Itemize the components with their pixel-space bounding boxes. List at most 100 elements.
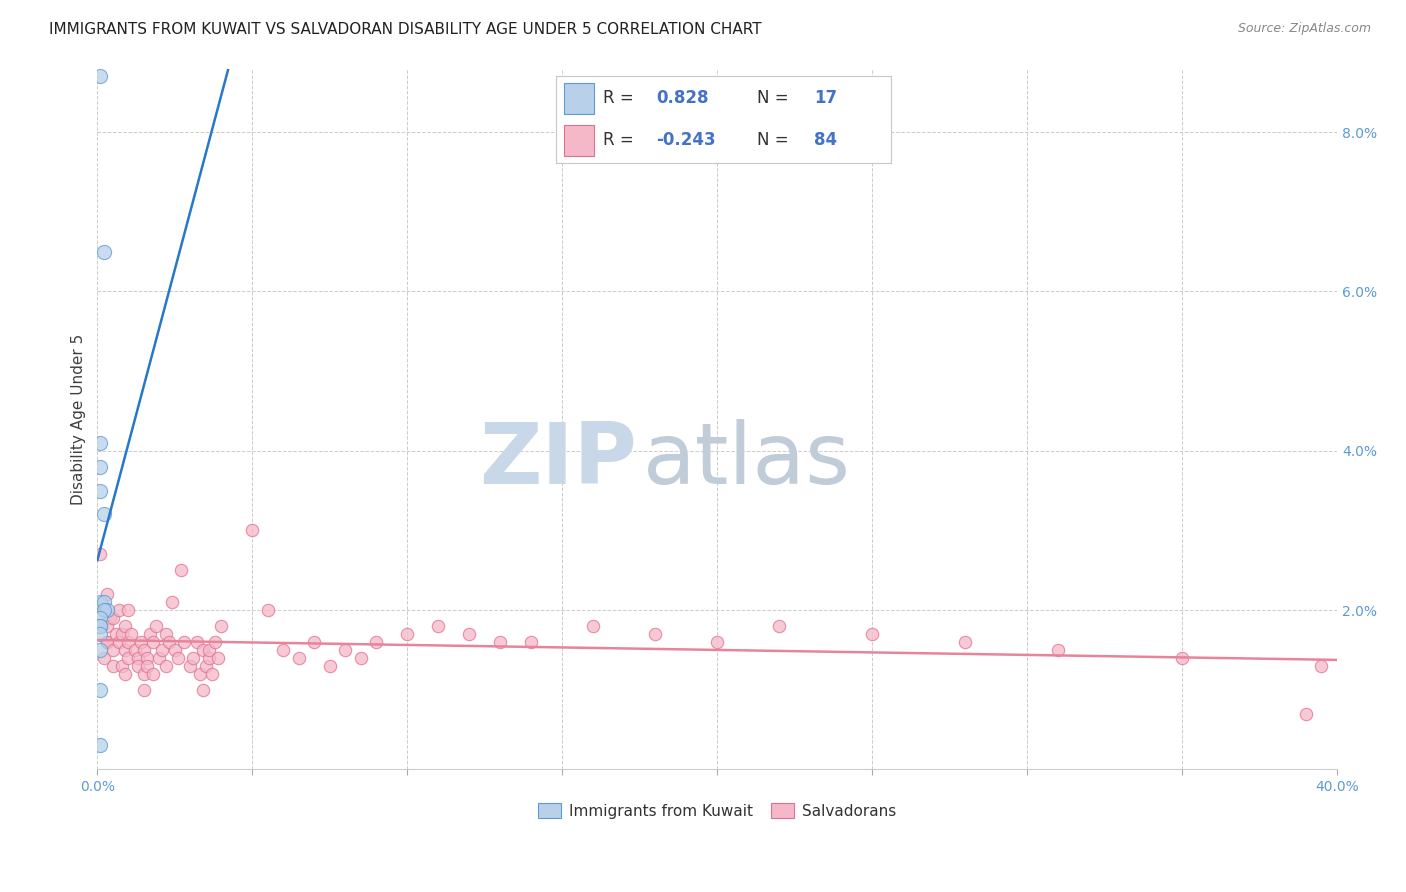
Point bbox=[89, 595, 111, 609]
Point bbox=[198, 643, 221, 657]
Point bbox=[93, 603, 115, 617]
Point bbox=[194, 658, 217, 673]
Point bbox=[89, 619, 111, 633]
Point bbox=[350, 650, 373, 665]
Point bbox=[271, 643, 294, 657]
Point bbox=[89, 739, 111, 753]
Point bbox=[127, 650, 149, 665]
Point bbox=[93, 595, 115, 609]
Point bbox=[142, 635, 165, 649]
Legend: Immigrants from Kuwait, Salvadorans: Immigrants from Kuwait, Salvadorans bbox=[533, 797, 903, 825]
Point bbox=[1310, 658, 1333, 673]
Point bbox=[366, 635, 388, 649]
Point bbox=[152, 643, 174, 657]
Point bbox=[101, 658, 124, 673]
Point bbox=[96, 635, 118, 649]
Point bbox=[136, 658, 159, 673]
Point bbox=[104, 627, 127, 641]
Point bbox=[108, 635, 131, 649]
Point bbox=[148, 650, 170, 665]
Point bbox=[132, 666, 155, 681]
Point bbox=[240, 524, 263, 538]
Point bbox=[155, 627, 177, 641]
Point bbox=[163, 643, 186, 657]
Point bbox=[117, 635, 139, 649]
Point bbox=[93, 508, 115, 522]
Point bbox=[114, 643, 136, 657]
Point bbox=[201, 666, 224, 681]
Point bbox=[288, 650, 311, 665]
Point bbox=[101, 643, 124, 657]
Point bbox=[108, 603, 131, 617]
Point bbox=[644, 627, 666, 641]
Point bbox=[768, 619, 790, 633]
Point bbox=[89, 619, 111, 633]
Point bbox=[706, 635, 728, 649]
Point bbox=[145, 619, 167, 633]
Point bbox=[117, 650, 139, 665]
Point bbox=[93, 603, 115, 617]
Point bbox=[396, 627, 419, 641]
Point bbox=[89, 547, 111, 561]
Point bbox=[520, 635, 543, 649]
Point bbox=[319, 658, 342, 673]
Point bbox=[89, 611, 111, 625]
Point bbox=[860, 627, 883, 641]
Point bbox=[111, 658, 134, 673]
Point bbox=[89, 435, 111, 450]
Point bbox=[111, 627, 134, 641]
Point bbox=[114, 666, 136, 681]
Point bbox=[89, 459, 111, 474]
Point bbox=[117, 603, 139, 617]
Text: Source: ZipAtlas.com: Source: ZipAtlas.com bbox=[1237, 22, 1371, 36]
Point bbox=[304, 635, 326, 649]
Point bbox=[186, 635, 208, 649]
Point bbox=[132, 682, 155, 697]
Point bbox=[96, 619, 118, 633]
Point bbox=[458, 627, 481, 641]
Point bbox=[209, 619, 232, 633]
Text: IMMIGRANTS FROM KUWAIT VS SALVADORAN DISABILITY AGE UNDER 5 CORRELATION CHART: IMMIGRANTS FROM KUWAIT VS SALVADORAN DIS… bbox=[49, 22, 762, 37]
Point bbox=[1171, 650, 1194, 665]
Point bbox=[114, 619, 136, 633]
Point bbox=[129, 635, 152, 649]
Point bbox=[160, 595, 183, 609]
Point bbox=[127, 658, 149, 673]
Point bbox=[120, 627, 142, 641]
Point bbox=[124, 643, 146, 657]
Point bbox=[1047, 643, 1070, 657]
Point bbox=[89, 627, 111, 641]
Point bbox=[89, 682, 111, 697]
Point bbox=[204, 635, 226, 649]
Point bbox=[96, 635, 118, 649]
Point bbox=[167, 650, 190, 665]
Point bbox=[157, 635, 180, 649]
Point bbox=[198, 650, 221, 665]
Point bbox=[489, 635, 512, 649]
Point bbox=[142, 666, 165, 681]
Point bbox=[136, 650, 159, 665]
Point bbox=[427, 619, 450, 633]
Point bbox=[191, 643, 214, 657]
Y-axis label: Disability Age Under 5: Disability Age Under 5 bbox=[72, 334, 86, 505]
Point bbox=[256, 603, 278, 617]
Point bbox=[335, 643, 357, 657]
Point bbox=[96, 603, 118, 617]
Point bbox=[1295, 706, 1317, 721]
Point bbox=[188, 666, 211, 681]
Point bbox=[191, 682, 214, 697]
Text: ZIP: ZIP bbox=[479, 419, 637, 502]
Point bbox=[98, 611, 121, 625]
Point bbox=[132, 643, 155, 657]
Point bbox=[101, 611, 124, 625]
Point bbox=[93, 244, 115, 259]
Point bbox=[96, 587, 118, 601]
Point bbox=[89, 70, 111, 84]
Point bbox=[139, 627, 162, 641]
Point bbox=[170, 563, 193, 577]
Point bbox=[183, 650, 205, 665]
Point bbox=[93, 650, 115, 665]
Point bbox=[173, 635, 195, 649]
Point bbox=[953, 635, 976, 649]
Point bbox=[155, 658, 177, 673]
